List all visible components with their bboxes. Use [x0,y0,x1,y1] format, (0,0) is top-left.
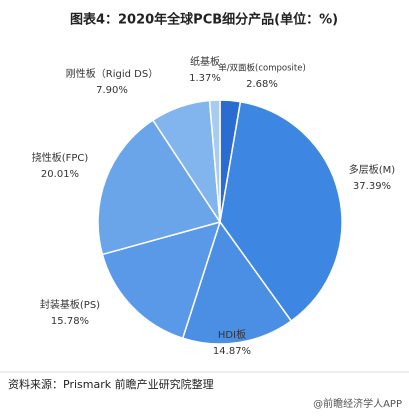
value-label: 37.39% [353,181,391,192]
slice-label: 多层板(M) [349,163,396,176]
chart-title: 图表4：2020年全球PCB细分产品(单位：%) [70,12,338,28]
pie-slice [219,100,343,323]
slice-label: 挠性板(FPC) [32,151,89,164]
slice-label: 封装基板(PS) [40,298,100,311]
value-label: 15.78% [51,316,89,327]
value-label: 20.01% [41,169,79,180]
pie-slice [208,99,221,223]
value-label: 1.37% [189,73,221,84]
value-label: 14.87% [213,346,251,357]
pie-slice [97,119,222,256]
slice-label: 单/双面板(composite) [218,63,306,74]
value-label: 2.68% [246,79,278,90]
slice-label: 刚性板（Rigid DS） [66,67,158,80]
slice-label: HDI板 [218,328,246,341]
value-label: 7.90% [96,85,128,96]
source: 资料来源：Prismark 前瞻产业研究院整理 [8,377,214,391]
pie-slice [101,220,222,340]
slice-label: 纸基板 [190,55,220,68]
footer: @前瞻经济学人APP [313,397,402,410]
pie-slice [181,220,293,345]
